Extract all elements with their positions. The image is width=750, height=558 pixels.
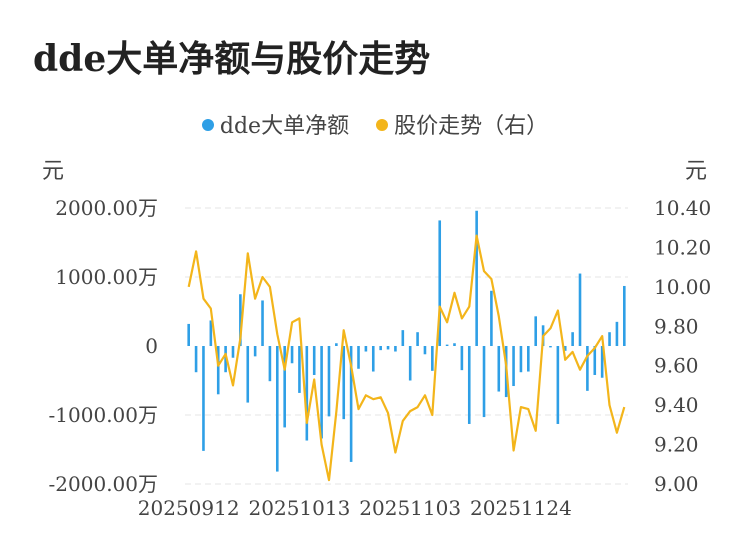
y-right-ticks: 10.40 10.20 10.00 9.80 9.60 9.40 9.20 9.00 bbox=[654, 196, 711, 496]
bar-40 bbox=[482, 346, 486, 418]
y-right-tick-2: 10.00 bbox=[654, 275, 711, 299]
y-right-unit: 元 bbox=[685, 159, 707, 184]
bar-52 bbox=[571, 332, 574, 346]
bar-42 bbox=[497, 346, 501, 392]
y-right-tick-7: 9.00 bbox=[654, 472, 699, 496]
y-right-tick-0: 10.40 bbox=[654, 196, 711, 220]
bar-59 bbox=[623, 285, 626, 346]
bar-35 bbox=[445, 344, 449, 346]
bar-41 bbox=[490, 290, 493, 346]
bar-7 bbox=[239, 294, 242, 346]
bar-39 bbox=[475, 210, 478, 346]
bar-45 bbox=[519, 346, 523, 373]
bar-25 bbox=[371, 346, 375, 372]
x-tick-1: 20251013 bbox=[249, 496, 351, 520]
y-right-tick-4: 9.60 bbox=[654, 354, 699, 378]
bar-38 bbox=[467, 346, 471, 424]
bar-33 bbox=[431, 346, 434, 371]
bar-16 bbox=[305, 346, 309, 441]
y-right-tick-3: 9.80 bbox=[654, 314, 699, 338]
legend-marker-price bbox=[376, 119, 389, 131]
bar-26 bbox=[379, 346, 382, 351]
bar-4 bbox=[216, 346, 220, 395]
bar-53 bbox=[578, 273, 582, 346]
y-right-tick-1: 10.20 bbox=[654, 235, 711, 259]
y-left-ticks: 2000.00万 1000.00万 0 -1000.00万 -2000.00万 bbox=[49, 196, 158, 496]
y-right-tick-6: 9.20 bbox=[654, 433, 699, 457]
bar-51 bbox=[563, 346, 567, 351]
y-left-tick-3: -1000.00万 bbox=[49, 403, 158, 427]
bar-37 bbox=[460, 346, 464, 371]
line-series-price bbox=[187, 234, 626, 482]
x-tick-3: 20251124 bbox=[470, 496, 572, 520]
bar-2 bbox=[202, 346, 205, 451]
legend-label-dde: dde大单净额 bbox=[219, 114, 350, 139]
bar-15 bbox=[298, 346, 301, 393]
bar-22 bbox=[349, 346, 353, 462]
bar-36 bbox=[453, 343, 456, 346]
bar-32 bbox=[423, 346, 427, 355]
price-line bbox=[187, 234, 626, 482]
bar-3 bbox=[209, 320, 213, 346]
bar-34 bbox=[438, 220, 442, 346]
bar-11 bbox=[268, 346, 272, 382]
bar-31 bbox=[416, 332, 419, 346]
bar-46 bbox=[527, 346, 530, 372]
legend-marker-dde bbox=[201, 119, 214, 131]
bar-20 bbox=[335, 343, 338, 346]
bar-10 bbox=[261, 300, 264, 346]
y-left-tick-2: 0 bbox=[145, 334, 158, 358]
x-tick-2: 20251103 bbox=[359, 496, 461, 520]
bar-58 bbox=[615, 321, 619, 346]
bar-57 bbox=[608, 332, 611, 346]
bar-29 bbox=[401, 330, 405, 346]
bar-0 bbox=[187, 323, 190, 346]
bar-24 bbox=[364, 346, 368, 352]
bar-9 bbox=[253, 346, 257, 357]
bar-12 bbox=[275, 346, 279, 472]
bar-56 bbox=[600, 346, 604, 378]
bar-14 bbox=[290, 346, 294, 364]
bar-18 bbox=[320, 346, 323, 439]
legend-item-dde[interactable]: dde大单净额 bbox=[201, 108, 350, 140]
y-left-tick-0: 2000.00万 bbox=[55, 196, 158, 220]
bar-13 bbox=[283, 346, 286, 428]
bar-21 bbox=[342, 346, 346, 420]
bar-30 bbox=[408, 346, 412, 381]
bar-50 bbox=[556, 346, 560, 424]
bar-8 bbox=[246, 346, 250, 403]
legend-label-price: 股价走势（右） bbox=[394, 114, 549, 139]
bar-19 bbox=[327, 346, 331, 417]
legend-item-price[interactable]: 股价走势（右） bbox=[376, 108, 548, 140]
chart-title: dde大单净额与股价走势 bbox=[33, 38, 431, 80]
bar-54 bbox=[586, 346, 589, 391]
bar-series-dde bbox=[187, 210, 626, 472]
y-left-unit: 元 bbox=[42, 159, 64, 184]
bar-27 bbox=[386, 346, 390, 350]
bar-55 bbox=[593, 346, 597, 375]
y-left-tick-4: -2000.00万 bbox=[49, 472, 158, 496]
bar-28 bbox=[394, 346, 397, 352]
grid-lines bbox=[185, 207, 628, 485]
bar-5 bbox=[224, 346, 227, 373]
bar-47 bbox=[534, 316, 538, 346]
bar-44 bbox=[512, 346, 515, 387]
x-tick-0: 20250912 bbox=[138, 496, 240, 520]
y-left-tick-1: 1000.00万 bbox=[55, 265, 158, 289]
x-axis-ticks: 20250912 20251013 20251103 20251124 bbox=[138, 496, 572, 520]
bar-23 bbox=[357, 346, 360, 369]
bar-49 bbox=[549, 346, 552, 348]
bar-6 bbox=[231, 346, 235, 358]
legend: dde大单净额 股价走势（右） bbox=[0, 108, 750, 140]
y-right-tick-5: 9.40 bbox=[654, 393, 699, 417]
bar-17 bbox=[312, 346, 316, 375]
bar-1 bbox=[194, 346, 198, 373]
